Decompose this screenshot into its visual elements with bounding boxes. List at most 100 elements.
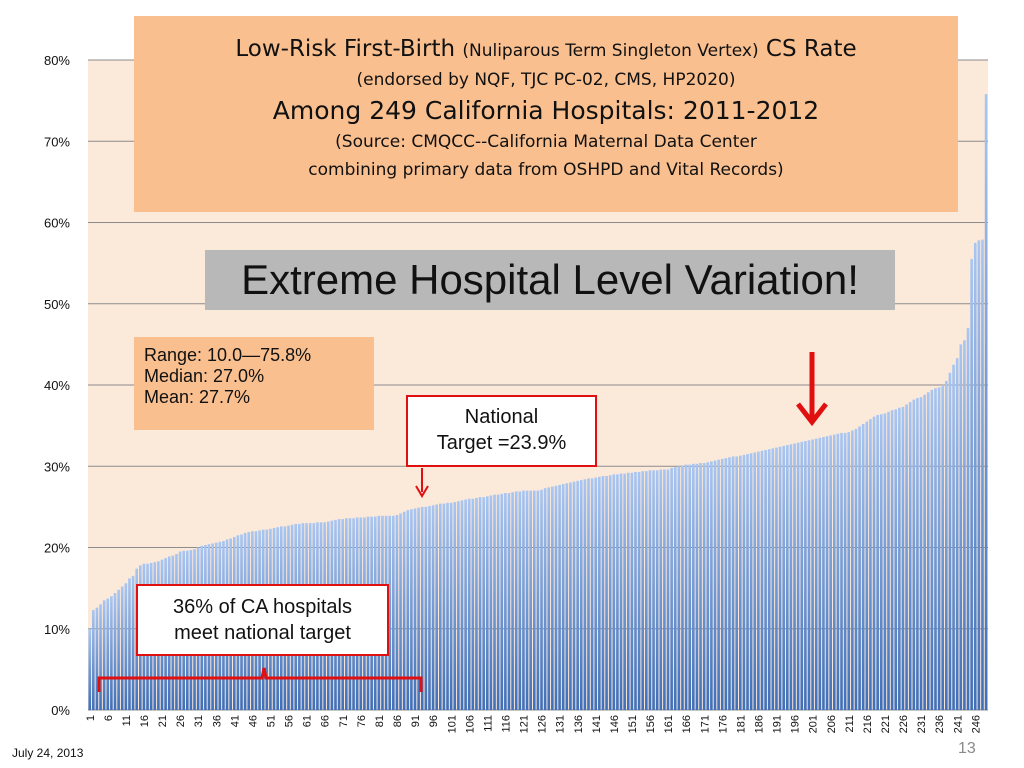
x-tick-label: 11 [121, 715, 133, 726]
bar [598, 476, 601, 710]
x-tick-label: 1 [85, 715, 97, 721]
bar [695, 463, 699, 710]
bar [843, 432, 847, 710]
x-tick-label: 161 [663, 715, 675, 733]
x-tick-label: 36 [211, 715, 223, 727]
bar [959, 344, 963, 710]
y-tick-label: 40% [44, 378, 70, 393]
bar [634, 471, 637, 710]
bar [388, 515, 392, 710]
x-tick-label: 221 [880, 715, 892, 733]
bar [529, 490, 532, 710]
bar [482, 497, 485, 710]
bar [399, 513, 402, 710]
title-endorsement: (endorsed by NQF, TJC PC-02, CMS, HP2020… [356, 70, 736, 90]
x-tick-label: 196 [790, 715, 802, 733]
bar [460, 500, 464, 710]
bar [601, 476, 605, 710]
bar [489, 495, 493, 710]
share-line2: meet national target [174, 622, 351, 644]
bar [605, 476, 608, 710]
bar [869, 419, 872, 710]
bar [88, 628, 92, 710]
bar [95, 607, 99, 710]
x-tick-label: 181 [735, 715, 747, 733]
bar [420, 506, 424, 710]
bar [120, 586, 124, 710]
bar [117, 589, 120, 710]
bar [532, 490, 536, 710]
bar [587, 478, 590, 710]
x-tick-label: 136 [573, 715, 585, 733]
bar [493, 494, 496, 710]
bar [912, 399, 916, 710]
bar [753, 452, 757, 710]
y-tick-label: 70% [44, 134, 70, 149]
x-tick-label: 86 [392, 715, 404, 727]
bar [775, 447, 778, 710]
bracket-marker [97, 667, 423, 692]
bar [930, 389, 934, 710]
share-callout: 36% of CA hospitals meet national target [136, 584, 389, 656]
bar [547, 487, 551, 710]
bar [937, 387, 941, 710]
x-tick-label: 81 [374, 715, 386, 727]
bar [392, 515, 395, 710]
title-paren: (Nuliparous Term Singleton Vertex) [462, 41, 759, 61]
bar [814, 438, 818, 710]
x-tick-label: 141 [591, 715, 603, 733]
national-target-callout: National Target =23.9% [406, 395, 597, 467]
bar [431, 505, 435, 710]
bar [92, 610, 95, 710]
bar [782, 445, 785, 710]
bar [908, 402, 912, 710]
x-tick-label: 71 [338, 715, 350, 727]
highlight-arrowhead [796, 402, 828, 427]
bar [851, 430, 854, 710]
x-tick-label: 56 [284, 715, 296, 727]
bar [760, 450, 764, 710]
x-tick-label: 61 [302, 715, 314, 727]
x-tick-label: 66 [320, 715, 332, 727]
bar [955, 358, 959, 710]
bar [424, 506, 428, 710]
x-tick-label: 146 [609, 715, 621, 733]
bar [630, 472, 634, 710]
bar [804, 441, 807, 710]
x-tick-label: 126 [537, 715, 549, 733]
bar [861, 424, 865, 710]
title-source-detail: combining primary data from OSHPD and Vi… [308, 160, 784, 180]
bar [623, 473, 626, 710]
bar [981, 239, 984, 710]
bar [641, 471, 645, 710]
stats-box: Range: 10.0—75.8% Median: 27.0% Mean: 27… [134, 337, 374, 430]
bar [439, 503, 442, 710]
x-tick-label: 216 [862, 715, 874, 733]
bar [702, 463, 706, 710]
bar [471, 498, 475, 710]
bar [785, 445, 789, 710]
bar [919, 397, 923, 710]
bar [926, 392, 930, 710]
bar [666, 469, 670, 710]
y-tick-label: 30% [44, 459, 70, 474]
bar [442, 503, 446, 710]
bar [608, 475, 612, 710]
bar [536, 490, 540, 710]
bar [923, 394, 926, 710]
bar [590, 478, 594, 710]
bar [572, 481, 576, 710]
x-tick-label: 171 [699, 715, 711, 733]
share-line1: 36% of CA hospitals [173, 596, 352, 618]
bar [731, 456, 735, 710]
bar [778, 446, 782, 710]
bar [887, 411, 890, 710]
bar [504, 493, 507, 710]
bar [807, 440, 811, 710]
bar [970, 259, 973, 710]
bar [854, 428, 858, 710]
x-tick-label: 226 [898, 715, 910, 733]
bar [659, 469, 663, 710]
bar [102, 600, 106, 710]
bar [406, 510, 410, 710]
